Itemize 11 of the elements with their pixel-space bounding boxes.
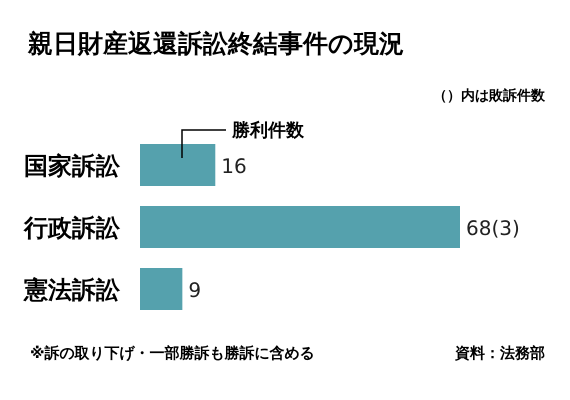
data-label: 68(3) — [466, 216, 520, 240]
annotation: 勝利件数 — [231, 120, 305, 141]
data-label: 16 — [221, 154, 247, 178]
text: （）内は敗訴件数 — [433, 87, 546, 104]
chart-title: 親日財産返還訴訟終結事件の現況 — [27, 29, 404, 58]
text: ※訴の取り下げ・一部勝訴も勝訴に含める — [30, 344, 315, 362]
y-tick-label: 憲法訴訟 — [23, 276, 121, 304]
y-tick-label: 行政訴訟 — [23, 214, 121, 242]
data-label: 9 — [188, 278, 202, 302]
y-tick-label: 国家訴訟 — [24, 152, 121, 180]
text: 資料：法務部 — [454, 344, 545, 362]
